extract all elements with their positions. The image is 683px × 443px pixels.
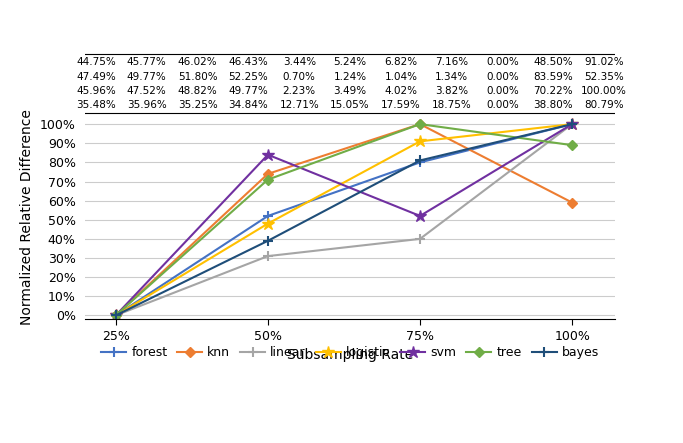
linear: [264, 253, 272, 259]
tree: [112, 313, 120, 318]
bayes: [264, 238, 272, 244]
Text: 1.34%: 1.34%: [435, 72, 469, 82]
linear: [568, 121, 576, 127]
bayes: [112, 313, 120, 318]
Line: tree: tree: [112, 120, 576, 319]
Text: 3.44%: 3.44%: [283, 58, 316, 67]
forest: [112, 313, 120, 318]
Text: 47.52%: 47.52%: [127, 86, 167, 96]
svm: [112, 313, 120, 318]
Text: 47.49%: 47.49%: [76, 72, 116, 82]
svm: [568, 121, 576, 127]
Text: 15.05%: 15.05%: [330, 101, 370, 110]
Text: 91.02%: 91.02%: [584, 58, 624, 67]
knn: [568, 200, 576, 205]
Text: 52.35%: 52.35%: [584, 72, 624, 82]
logistic: [112, 313, 120, 318]
Y-axis label: Normalized Relative Difference: Normalized Relative Difference: [20, 109, 34, 325]
Line: bayes: bayes: [111, 119, 577, 320]
X-axis label: Subsampling Rate: Subsampling Rate: [287, 348, 413, 362]
Text: 80.79%: 80.79%: [584, 101, 624, 110]
Text: 45.96%: 45.96%: [76, 86, 116, 96]
Text: 35.25%: 35.25%: [178, 101, 217, 110]
Text: 35.96%: 35.96%: [127, 101, 167, 110]
Text: 0.00%: 0.00%: [486, 101, 519, 110]
forest: [264, 213, 272, 218]
Text: 0.00%: 0.00%: [486, 58, 519, 67]
Legend: forest, knn, linear, logistic, svm, tree, bayes: forest, knn, linear, logistic, svm, tree…: [96, 342, 604, 365]
Text: 34.84%: 34.84%: [229, 101, 268, 110]
bayes: [416, 158, 424, 163]
svm: [264, 152, 272, 157]
linear: [112, 313, 120, 318]
Text: 12.71%: 12.71%: [279, 101, 319, 110]
Text: 1.04%: 1.04%: [385, 72, 417, 82]
tree: [416, 121, 424, 127]
Text: 49.77%: 49.77%: [229, 86, 268, 96]
Line: forest: forest: [111, 119, 577, 320]
linear: [416, 236, 424, 241]
Text: 46.02%: 46.02%: [178, 58, 217, 67]
Text: 0.00%: 0.00%: [486, 86, 519, 96]
Line: knn: knn: [112, 120, 576, 319]
tree: [264, 177, 272, 182]
Text: 17.59%: 17.59%: [381, 101, 421, 110]
Text: 5.24%: 5.24%: [333, 58, 367, 67]
Text: 1.24%: 1.24%: [333, 72, 367, 82]
Text: 46.43%: 46.43%: [229, 58, 268, 67]
knn: [416, 121, 424, 127]
Text: 100.00%: 100.00%: [581, 86, 627, 96]
Line: linear: linear: [111, 119, 577, 320]
Line: svm: svm: [109, 118, 579, 322]
knn: [112, 313, 120, 318]
Text: 49.77%: 49.77%: [127, 72, 167, 82]
Text: 7.16%: 7.16%: [435, 58, 469, 67]
Text: 6.82%: 6.82%: [385, 58, 417, 67]
Text: 45.77%: 45.77%: [127, 58, 167, 67]
Text: 83.59%: 83.59%: [533, 72, 573, 82]
logistic: [416, 139, 424, 144]
Text: 18.75%: 18.75%: [432, 101, 471, 110]
Text: 38.80%: 38.80%: [533, 101, 573, 110]
knn: [264, 171, 272, 176]
Text: 70.22%: 70.22%: [533, 86, 573, 96]
Text: 48.50%: 48.50%: [533, 58, 573, 67]
forest: [568, 121, 576, 127]
Text: 51.80%: 51.80%: [178, 72, 217, 82]
Text: 4.02%: 4.02%: [385, 86, 417, 96]
Text: 35.48%: 35.48%: [76, 101, 116, 110]
Text: 52.25%: 52.25%: [229, 72, 268, 82]
Text: 3.49%: 3.49%: [333, 86, 367, 96]
Text: 2.23%: 2.23%: [283, 86, 316, 96]
Text: 48.82%: 48.82%: [178, 86, 217, 96]
Text: 0.00%: 0.00%: [486, 72, 519, 82]
Text: 3.82%: 3.82%: [435, 86, 469, 96]
bayes: [568, 121, 576, 127]
logistic: [568, 121, 576, 127]
svm: [416, 213, 424, 218]
Text: 0.70%: 0.70%: [283, 72, 316, 82]
tree: [568, 143, 576, 148]
Line: logistic: logistic: [109, 118, 579, 322]
forest: [416, 160, 424, 165]
Text: 44.75%: 44.75%: [76, 58, 116, 67]
logistic: [264, 221, 272, 226]
